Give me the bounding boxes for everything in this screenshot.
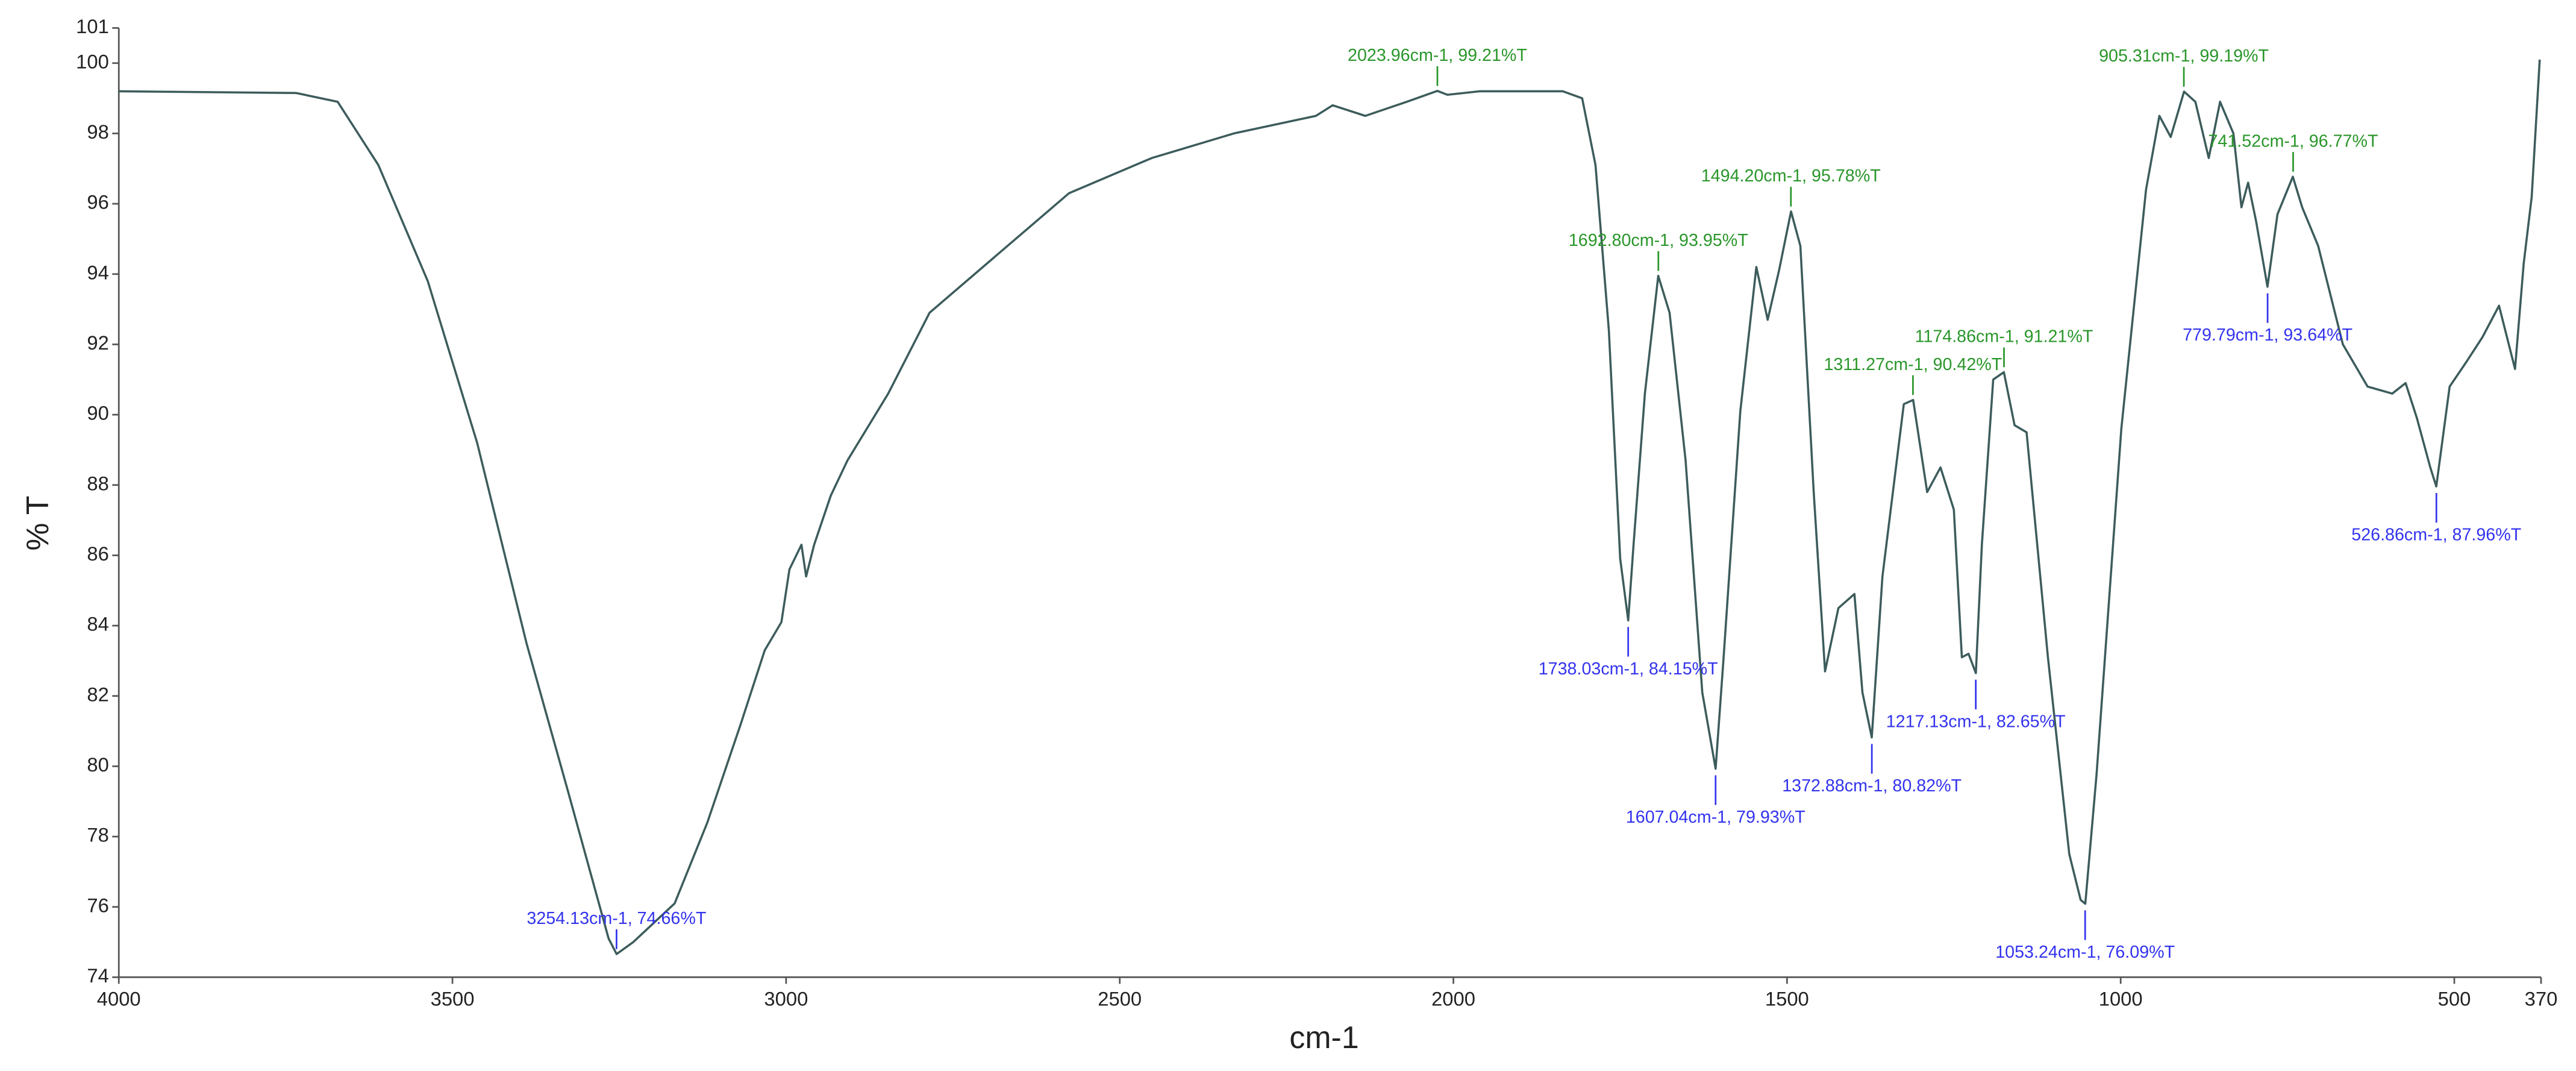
y-axis-title: % T [20,495,55,550]
x-tick-label: 2500 [1098,987,1142,1010]
y-tick-label: 88 [87,472,108,494]
peak-label: 1053.24cm-1, 76.09%T [1995,943,2175,962]
y-tick-label: 101 [76,15,109,37]
y-tick-label: 90 [87,402,108,424]
y-tick-label: 82 [87,683,108,705]
y-tick-label: 92 [87,331,108,354]
y-tick-label: 96 [87,191,108,213]
peak-label: 779.79cm-1, 93.64%T [2183,325,2352,345]
peak-label: 1217.13cm-1, 82.65%T [1886,712,2066,731]
x-tick-label: 3000 [764,987,808,1010]
x-tick-label: 370 [2525,987,2558,1010]
y-tick-label: 98 [87,121,108,143]
y-tick-label: 74 [87,964,108,987]
x-tick-label: 1500 [1765,987,1809,1010]
y-tick-label: 84 [87,613,108,635]
peak-label: 1692.80cm-1, 93.95%T [1569,231,1748,250]
peak-label: 1174.86cm-1, 91.21%T [1915,327,2093,347]
peak-label: 905.31cm-1, 99.19%T [2099,46,2269,66]
y-tick-label: 94 [87,261,108,283]
peak-label: 1738.03cm-1, 84.15%T [1539,659,1718,679]
peak-label: 1607.04cm-1, 79.93%T [1626,808,1805,827]
x-axis-title: cm-1 [1289,1020,1358,1055]
y-tick-label: 100 [76,50,109,72]
peak-label: 1494.20cm-1, 95.78%T [1701,166,1881,186]
y-tick-label: 78 [87,824,108,846]
x-tick-label: 4000 [97,987,141,1010]
x-tick-label: 3500 [431,987,475,1010]
peak-label: 741.52cm-1, 96.77%T [2209,131,2378,151]
x-tick-label: 2000 [1431,987,1475,1010]
peak-label: 2023.96cm-1, 99.21%T [1348,46,1527,65]
peak-label: 1372.88cm-1, 80.82%T [1782,776,1962,796]
peak-label: 526.86cm-1, 87.96%T [2351,526,2521,545]
y-tick-label: 80 [87,753,108,776]
peak-label: 3254.13cm-1, 74.66%T [527,909,706,928]
peak-label: 1311.27cm-1, 90.42%T [1824,355,2002,374]
y-tick-label: 76 [87,894,108,916]
x-tick-label: 500 [2438,987,2471,1010]
y-tick-label: 86 [87,542,108,565]
spectrum-line [119,59,2541,955]
x-tick-label: 1000 [2099,987,2143,1010]
